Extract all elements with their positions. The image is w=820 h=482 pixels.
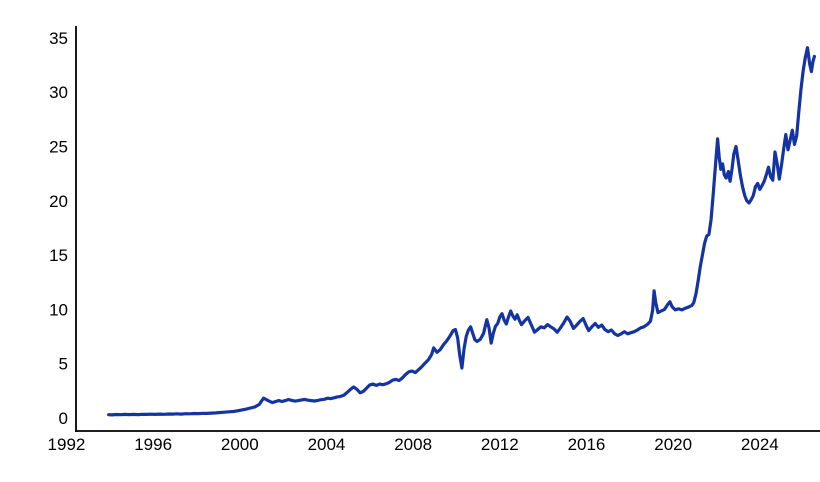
line-chart-figure: 0 5 10 15 20 25 30 35 1992 1996 2000 2004 2008 2012 20… bbox=[40, 16, 820, 466]
y-tick-label: 15 bbox=[49, 246, 68, 265]
y-tick-label: 35 bbox=[49, 29, 68, 48]
y-tick-label: 10 bbox=[49, 300, 68, 319]
y-tick-label: 20 bbox=[49, 192, 68, 211]
x-tick-label: 2024 bbox=[741, 435, 779, 454]
y-tick-label: 30 bbox=[49, 83, 68, 102]
x-tick-label: 1996 bbox=[134, 435, 172, 454]
x-tick-label: 1992 bbox=[48, 435, 86, 454]
y-tick-label: 25 bbox=[49, 138, 68, 157]
y-tick-label: 0 bbox=[59, 409, 68, 428]
data-line-value-line bbox=[107, 46, 816, 417]
x-tick-label: 2012 bbox=[481, 435, 519, 454]
x-tick-label: 2020 bbox=[654, 435, 692, 454]
y-tick-label: 5 bbox=[59, 355, 68, 374]
line-chart-svg: 0 5 10 15 20 25 30 35 1992 1996 2000 2004 2008 2012 20… bbox=[48, 26, 820, 454]
x-tick-label: 2004 bbox=[308, 435, 346, 454]
x-tick-label: 2000 bbox=[221, 435, 259, 454]
x-tick-label: 2016 bbox=[568, 435, 606, 454]
x-tick-label: 2008 bbox=[394, 435, 432, 454]
